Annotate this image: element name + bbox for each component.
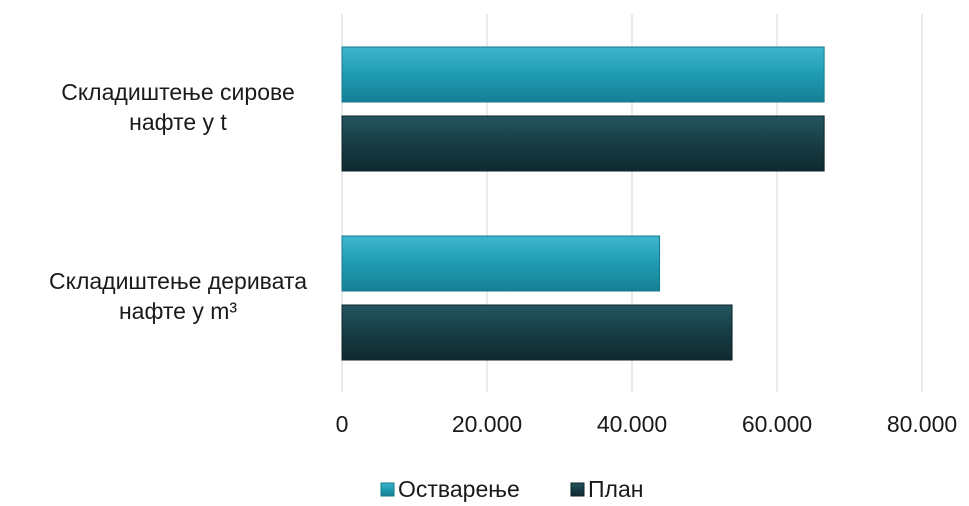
category-label: Складиштење деривата нафте у m³: [49, 268, 307, 324]
category-label: Складиштење сирове нафте у t: [61, 79, 294, 135]
category-labels: Складиштење сирове нафте у t Складиштење д…: [49, 79, 307, 324]
legend-swatch-plan: [570, 482, 585, 497]
bar-ostvarenje-0: [341, 46, 825, 103]
legend: Остварење План: [380, 476, 643, 502]
bar-plan-1: [341, 304, 733, 361]
x-tick-label: 20.000: [452, 411, 522, 437]
legend-swatch-ostvarenje: [380, 482, 395, 497]
x-tick-label: 0: [336, 411, 349, 437]
x-tick-label: 40.000: [597, 411, 667, 437]
legend-label-plan: План: [588, 476, 643, 502]
x-axis-tick-labels: 0 20.000 40.000 60.000 80.000: [336, 411, 958, 437]
bar-ostvarenje-1: [341, 235, 661, 292]
x-tick-label: 80.000: [887, 411, 957, 437]
bars: [341, 46, 825, 361]
x-tick-label: 60.000: [742, 411, 812, 437]
bar-plan-0: [341, 115, 825, 172]
legend-label-ostvarenje: Остварење: [398, 476, 520, 502]
